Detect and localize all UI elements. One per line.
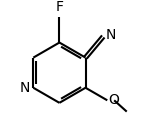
Text: O: O	[109, 93, 119, 107]
Text: N: N	[105, 28, 116, 42]
Text: N: N	[20, 81, 30, 95]
Text: F: F	[55, 0, 63, 14]
